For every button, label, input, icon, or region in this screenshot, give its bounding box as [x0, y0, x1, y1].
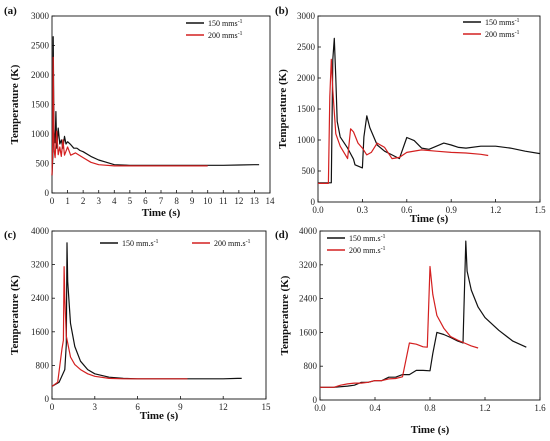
series-line-black [320, 240, 527, 388]
y-tick-label: 1500 [31, 100, 50, 110]
x-tick-label: 0.0 [312, 205, 324, 215]
x-tick-label: 1.6 [534, 403, 546, 413]
x-tick-label: 9 [190, 196, 195, 206]
x-tick-label: 5 [128, 196, 133, 206]
x-axis-title: Time (s) [410, 213, 449, 225]
x-tick-label: 6 [135, 402, 140, 412]
y-tick-label: 3200 [31, 260, 50, 270]
y-tick-label: 0 [45, 394, 50, 404]
x-tick-label: 14 [266, 196, 276, 206]
series-line-black [51, 242, 242, 387]
x-tick-label: 15 [262, 402, 272, 412]
y-tick-label: 0 [313, 395, 318, 405]
x-tick-label: 9 [178, 402, 183, 412]
legend-label: 200 mm.s-1 [349, 246, 386, 255]
x-tick-label: 1.2 [479, 403, 490, 413]
y-tick-label: 3000 [31, 11, 50, 21]
series-line-red [51, 266, 188, 387]
x-tick-label: 4 [112, 196, 117, 206]
y-axis-title: Temperature (K) [9, 275, 21, 355]
x-tick-label: 1 [65, 196, 70, 206]
y-tick-label: 2500 [31, 41, 50, 51]
chart-panel-1: 0 1 2 3 4 5 6 7 8 9 10 11 12 13 1405001000150020002500… [4, 5, 275, 219]
plot-frame [317, 15, 541, 203]
x-axis-title: Time (s) [411, 424, 450, 436]
y-tick-label: 2000 [31, 70, 50, 80]
x-tick-label: 6 [143, 196, 148, 206]
x-tick-label: 0.0 [314, 403, 326, 413]
x-tick-label: 11 [219, 196, 228, 206]
x-axis-title: Time (s) [142, 207, 181, 219]
legend-label: 150 mm.s-1 [349, 234, 386, 243]
panel-letter: (b) [275, 5, 289, 17]
chart-panel-4: 0.0 0.4 0.8 1.2 1.6 0 800 1600 2400 3200 4000 Time … [275, 226, 546, 436]
x-tick-label: 2 [81, 196, 86, 206]
y-axis-title: Temperature (K) [9, 64, 21, 144]
y-tick-label: 2400 [299, 294, 318, 304]
y-tick-label: 4000 [299, 226, 318, 236]
x-tick-label: 0.9 [446, 205, 458, 215]
x-tick-label: 3 [96, 196, 101, 206]
x-tick-label: 0.8 [424, 403, 436, 413]
x-tick-label: 13 [250, 196, 260, 206]
legend-label: 200 mms-1 [485, 30, 520, 39]
legend-label: 200 mms-1 [208, 31, 243, 40]
x-tick-label: 0 [50, 196, 55, 206]
series-line-red [318, 58, 489, 184]
y-tick-label: 2500 [297, 42, 316, 52]
x-tick-label: 12 [219, 402, 228, 412]
plot-frame [51, 230, 267, 400]
chart-panel-3: 0 3 6 9 12 15 0 800 1600 2400 3200 4000 Time (s) Temp… [4, 226, 271, 422]
y-tick-label: 800 [36, 360, 50, 370]
y-tick-label: 4000 [31, 226, 50, 236]
x-tick-label: 3 [93, 402, 98, 412]
legend-label: 150 mms-1 [485, 18, 520, 27]
y-tick-label: 0 [45, 188, 50, 198]
series-line-red [320, 265, 479, 388]
y-tick-label: 1000 [31, 129, 50, 139]
chart-panel-2: 0.0 0.3 0.6 0.9 1.2 1.5 0 500 1000 1500 2000 2500 30… [275, 5, 546, 225]
x-tick-label: 7 [159, 196, 164, 206]
y-axis-title: Temperature (K) [277, 69, 289, 149]
x-tick-label: 0 [50, 402, 55, 412]
x-axis-title: Time (s) [140, 410, 179, 422]
y-tick-label: 3000 [297, 11, 316, 21]
y-tick-label: 1600 [31, 327, 50, 337]
series-line-black [318, 37, 541, 184]
y-tick-label: 500 [36, 159, 50, 169]
panel-letter: (d) [275, 229, 289, 241]
y-axis-title: Temperature (K) [279, 275, 291, 355]
x-tick-label: 1.5 [534, 205, 546, 215]
legend-label: 200 mm.s-1 [214, 239, 251, 248]
y-tick-label: 800 [304, 361, 318, 371]
x-tick-label: 10 [203, 196, 213, 206]
series-line-black [51, 36, 260, 176]
y-tick-label: 0 [311, 197, 316, 207]
panel-letter: (c) [4, 229, 17, 241]
plot-frame [319, 230, 541, 401]
y-tick-label: 3200 [299, 260, 318, 270]
x-tick-label: 0.6 [401, 205, 413, 215]
y-tick-label: 1500 [297, 104, 316, 114]
y-tick-label: 2400 [31, 293, 50, 303]
y-tick-label: 1600 [299, 327, 318, 337]
x-tick-label: 1.2 [490, 205, 501, 215]
y-tick-label: 500 [302, 166, 316, 176]
panel-letter: (a) [4, 5, 17, 17]
y-tick-label: 1000 [297, 135, 316, 145]
legend-label: 150 mms-1 [208, 19, 243, 28]
x-tick-label: 0.4 [369, 403, 381, 413]
series-line-red [51, 56, 208, 176]
x-tick-label: 12 [234, 196, 243, 206]
y-tick-label: 2000 [297, 73, 316, 83]
x-tick-label: 0.3 [357, 205, 369, 215]
x-tick-label: 8 [174, 196, 179, 206]
legend-label: 150 mm.s-1 [122, 239, 159, 248]
